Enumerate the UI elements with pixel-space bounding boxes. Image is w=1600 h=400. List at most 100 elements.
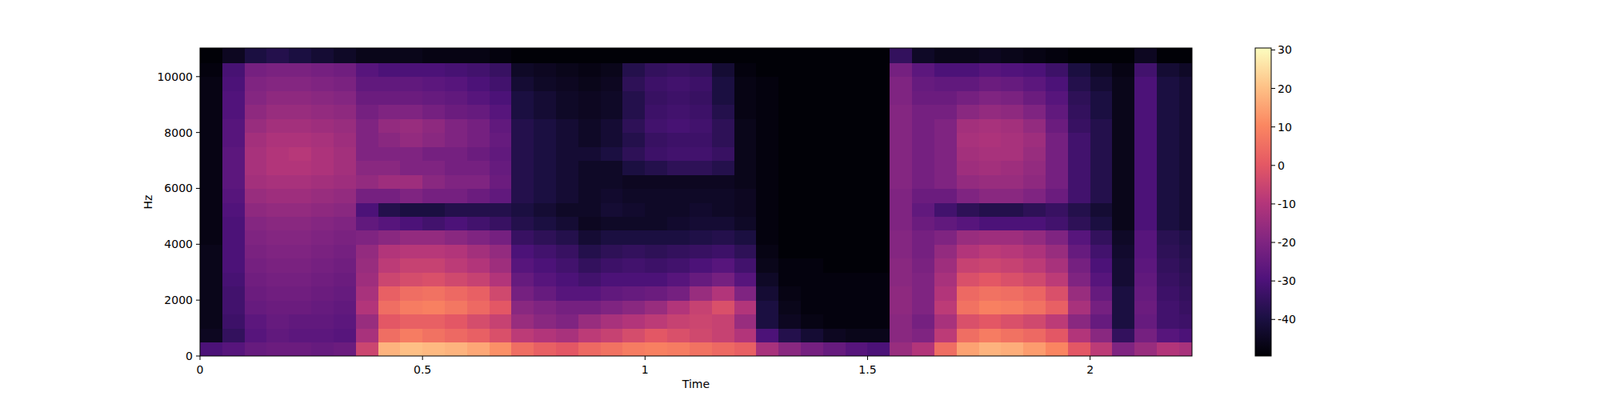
cell bbox=[644, 202, 668, 217]
cell bbox=[556, 48, 579, 64]
cell bbox=[222, 328, 245, 343]
y-tick-label: 6000 bbox=[164, 181, 193, 195]
cell bbox=[778, 132, 801, 148]
cell bbox=[1023, 216, 1046, 231]
cell bbox=[1179, 118, 1192, 133]
cell bbox=[556, 272, 579, 287]
cell bbox=[556, 76, 579, 92]
cell bbox=[378, 342, 401, 356]
cell bbox=[845, 258, 868, 273]
cell bbox=[467, 216, 490, 231]
cell bbox=[1045, 118, 1068, 133]
cell bbox=[311, 90, 334, 105]
cell bbox=[778, 314, 801, 329]
cell bbox=[356, 90, 379, 105]
cell bbox=[934, 286, 957, 301]
cell bbox=[823, 62, 846, 77]
cell bbox=[1156, 160, 1180, 176]
cell bbox=[444, 300, 468, 315]
cell bbox=[333, 230, 356, 245]
cell bbox=[467, 272, 490, 287]
cell bbox=[800, 328, 824, 343]
cell bbox=[311, 328, 334, 343]
cell bbox=[712, 286, 735, 301]
cell bbox=[556, 300, 579, 315]
cell bbox=[1090, 202, 1113, 217]
cell bbox=[356, 188, 379, 203]
cell bbox=[333, 174, 356, 189]
cell bbox=[489, 146, 512, 161]
cell bbox=[378, 244, 401, 259]
cell bbox=[734, 272, 757, 287]
cell bbox=[979, 342, 1002, 356]
cell bbox=[867, 342, 890, 356]
cell bbox=[734, 300, 757, 315]
cell bbox=[934, 118, 957, 133]
cell bbox=[1134, 188, 1157, 203]
cell bbox=[800, 244, 824, 259]
cell bbox=[667, 188, 690, 203]
cell bbox=[1179, 104, 1192, 120]
cell bbox=[1179, 146, 1192, 161]
cell bbox=[689, 300, 712, 315]
cell bbox=[644, 132, 668, 148]
colorbar-tick bbox=[1271, 203, 1276, 204]
cell bbox=[489, 286, 512, 301]
cell bbox=[311, 230, 334, 245]
cell bbox=[1045, 216, 1068, 231]
cell bbox=[1000, 202, 1024, 217]
cell bbox=[400, 244, 423, 259]
cell bbox=[222, 62, 245, 77]
cell bbox=[311, 76, 334, 92]
cell bbox=[1068, 314, 1091, 329]
cell bbox=[511, 76, 534, 92]
cell bbox=[311, 160, 334, 176]
cell bbox=[644, 104, 668, 120]
cell bbox=[489, 174, 512, 189]
colorbar-tick bbox=[1271, 88, 1276, 89]
cell bbox=[1179, 328, 1192, 343]
cell bbox=[244, 90, 268, 105]
cell bbox=[444, 188, 468, 203]
cell bbox=[578, 48, 601, 64]
cell bbox=[979, 118, 1002, 133]
cell bbox=[578, 202, 601, 217]
cell bbox=[979, 286, 1002, 301]
cell bbox=[578, 258, 601, 273]
cell bbox=[912, 258, 935, 273]
cell bbox=[556, 90, 579, 105]
cell bbox=[511, 188, 534, 203]
cell bbox=[511, 230, 534, 245]
cell bbox=[823, 104, 846, 120]
cell bbox=[511, 62, 534, 77]
cell bbox=[622, 328, 645, 343]
cell bbox=[867, 328, 890, 343]
cell bbox=[778, 328, 801, 343]
cell bbox=[556, 132, 579, 148]
cell bbox=[644, 272, 668, 287]
cell bbox=[600, 230, 624, 245]
cell bbox=[756, 76, 779, 92]
cell bbox=[1090, 118, 1113, 133]
cell bbox=[823, 328, 846, 343]
cell bbox=[644, 230, 668, 245]
cell bbox=[356, 104, 379, 120]
cell bbox=[578, 286, 601, 301]
cell bbox=[333, 90, 356, 105]
cell bbox=[1112, 314, 1135, 329]
cell bbox=[667, 272, 690, 287]
cell bbox=[845, 272, 868, 287]
cell bbox=[444, 174, 468, 189]
cell bbox=[578, 300, 601, 315]
cell bbox=[489, 160, 512, 176]
cell bbox=[756, 48, 779, 64]
cell bbox=[244, 342, 268, 356]
cell bbox=[356, 48, 379, 64]
cell bbox=[1112, 258, 1135, 273]
cell bbox=[467, 258, 490, 273]
cell bbox=[222, 272, 245, 287]
cell bbox=[1000, 118, 1024, 133]
cell bbox=[734, 314, 757, 329]
cell bbox=[400, 258, 423, 273]
cell bbox=[266, 48, 289, 64]
